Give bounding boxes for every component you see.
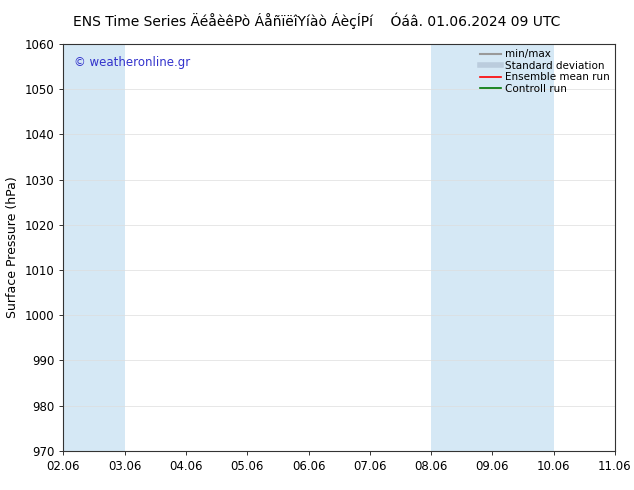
Legend: min/max, Standard deviation, Ensemble mean run, Controll run: min/max, Standard deviation, Ensemble me… — [478, 47, 612, 96]
Bar — [615, 44, 634, 451]
Text: ENS Time Series ÄéåèêPò ÁåñïëîYíàò ÁèçÍPí    Óáâ. 01.06.2024 09 UTC: ENS Time Series ÄéåèêPò ÁåñïëîYíàò ÁèçÍP… — [74, 12, 560, 29]
Y-axis label: Surface Pressure (hPa): Surface Pressure (hPa) — [6, 176, 19, 318]
Text: © weatheronline.gr: © weatheronline.gr — [74, 56, 191, 69]
Bar — [63, 44, 125, 451]
Bar — [493, 44, 553, 451]
Bar — [431, 44, 493, 451]
